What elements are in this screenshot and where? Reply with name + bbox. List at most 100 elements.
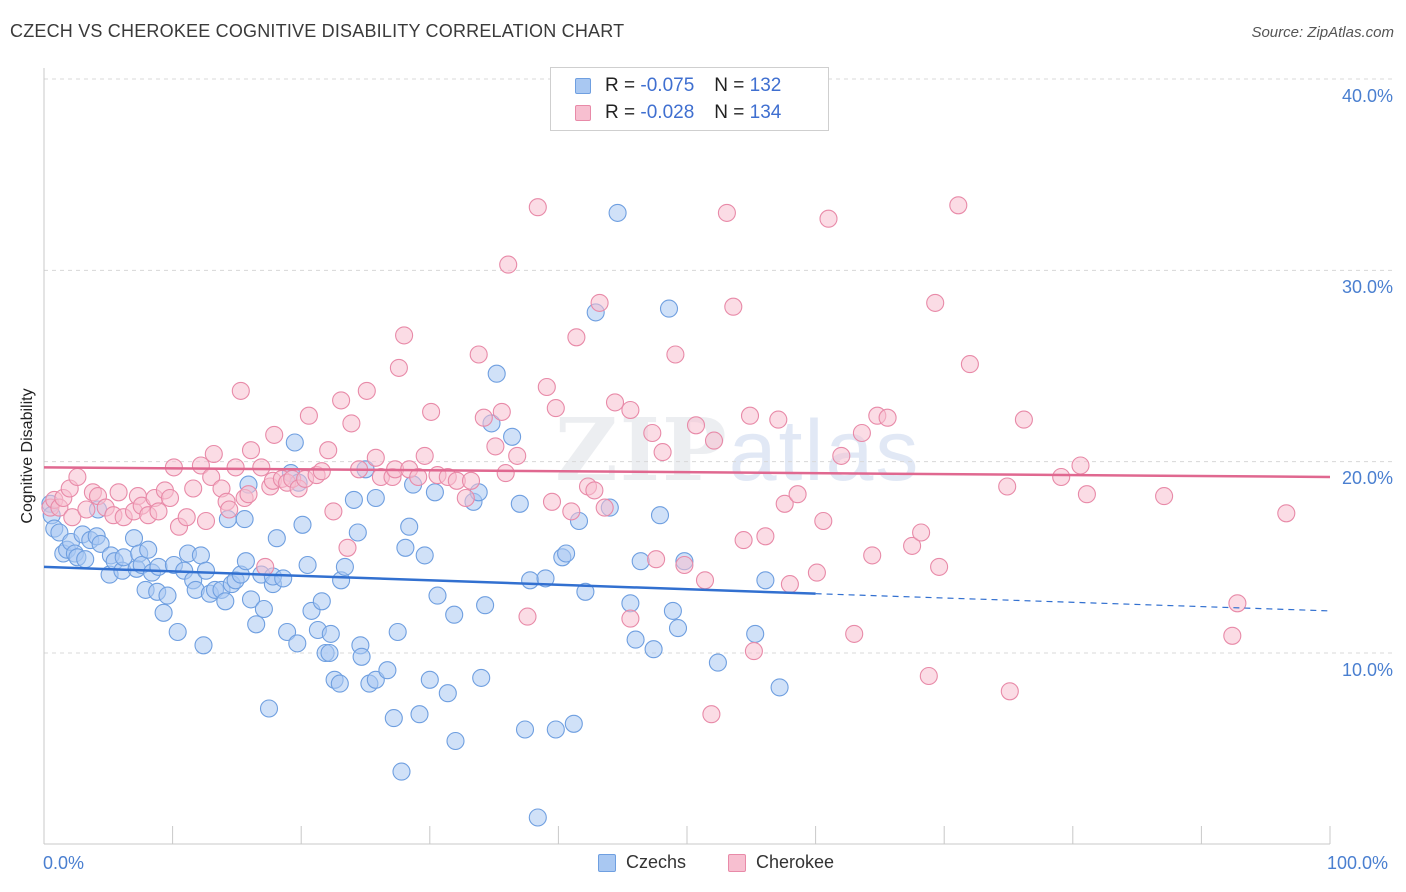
- cherokee-point: [621, 609, 640, 628]
- czechs-point: [576, 582, 595, 601]
- czechs-point: [415, 546, 434, 565]
- czechs-point: [428, 586, 447, 605]
- czechs-point: [384, 709, 403, 728]
- cherokee-point: [998, 477, 1017, 496]
- legend-n-label: N =: [714, 75, 745, 96]
- cherokee-point: [338, 538, 357, 557]
- legend-n-value: 134: [749, 102, 782, 123]
- cherokee-point: [1155, 487, 1174, 506]
- y-tick-label: 20.0%: [1341, 468, 1393, 488]
- czechs-point: [91, 534, 110, 553]
- czechs-point: [557, 544, 576, 563]
- czechs-point: [278, 622, 297, 642]
- czechs-point: [608, 203, 627, 222]
- cherokee-point: [734, 531, 753, 550]
- czechs-point: [621, 594, 640, 613]
- czechs-point: [631, 552, 650, 571]
- legend-r-label: R =: [605, 102, 636, 123]
- cherokee-point: [863, 546, 882, 565]
- czechs-point: [236, 552, 255, 571]
- czechs-point: [650, 506, 670, 525]
- cherokee-point: [724, 297, 743, 316]
- czechs-point: [274, 569, 293, 588]
- czechs-point: [528, 808, 547, 827]
- cherokee-point: [319, 441, 338, 460]
- cherokee-point: [149, 502, 168, 521]
- czechs-point: [644, 640, 663, 659]
- czechs-point: [348, 523, 367, 542]
- czechs-point: [259, 699, 279, 718]
- cherokee-point: [184, 479, 203, 498]
- y-tick-label: 10.0%: [1341, 660, 1393, 680]
- czechs-point: [668, 619, 688, 638]
- czechs-point: [487, 364, 506, 383]
- cherokee-point: [226, 458, 245, 477]
- czechs-point: [521, 571, 540, 590]
- legend-r-label: R =: [605, 75, 636, 96]
- cherokee-point: [109, 483, 128, 502]
- czechs-point: [235, 510, 254, 529]
- trend-lines: [43, 466, 1331, 612]
- czechs-point: [476, 596, 495, 615]
- cherokee-point: [499, 255, 518, 274]
- czechs-point: [396, 538, 415, 557]
- czechs-point: [425, 483, 444, 502]
- cherokee-point: [252, 458, 271, 477]
- cherokee-point: [324, 502, 343, 521]
- bottom-legend-cherokee[interactable]: Cherokee: [728, 852, 834, 873]
- cherokee-point: [845, 624, 864, 643]
- czechs-point: [546, 720, 565, 739]
- cherokee-point: [695, 571, 715, 590]
- cherokee-point: [605, 393, 625, 412]
- cherokee-point: [366, 448, 385, 467]
- czechs-point: [191, 546, 210, 565]
- cherokee-point: [643, 423, 662, 443]
- czechs-point: [335, 557, 354, 576]
- axes: [43, 68, 1331, 845]
- cherokee-point: [63, 508, 82, 527]
- cherokee-point: [486, 437, 505, 456]
- czechs-point: [154, 603, 173, 622]
- czechs-point: [410, 705, 429, 724]
- cherokee-point: [409, 467, 428, 487]
- cherokee-point: [395, 326, 414, 345]
- source-label: Source: ZipAtlas.com: [1251, 24, 1394, 41]
- czechs-point: [76, 550, 95, 569]
- legend-row-czechs: R = -0.075 N = 132: [575, 73, 781, 99]
- czechs-point: [503, 427, 522, 446]
- cherokee-point: [702, 705, 721, 724]
- cherokee-point: [926, 293, 945, 312]
- x-tick-label-min: 0.0%: [43, 853, 85, 873]
- czechs-point: [139, 540, 158, 559]
- cherokee-point: [775, 494, 794, 513]
- cherokee-point: [819, 209, 838, 228]
- cherokee-point: [653, 443, 672, 462]
- cherokee-point: [415, 446, 434, 465]
- cherokee-point: [807, 563, 826, 582]
- czechs-point: [564, 714, 583, 733]
- cherokee-point: [1223, 626, 1242, 645]
- czechs-point: [626, 630, 645, 649]
- czechs-point: [770, 678, 789, 697]
- czechs-point: [321, 624, 340, 643]
- czechs-point: [756, 571, 775, 590]
- cherokee-point: [469, 345, 488, 364]
- czechs-point: [149, 557, 168, 576]
- cherokee-point: [542, 492, 562, 511]
- cherokee-point: [299, 406, 318, 425]
- czechs-point: [247, 615, 266, 634]
- czechs-point: [320, 643, 339, 663]
- czechs-point: [352, 647, 371, 666]
- cherokee-point: [492, 402, 511, 421]
- cherokee-point: [474, 408, 493, 427]
- bottom-legend-czechs[interactable]: Czechs: [598, 852, 686, 873]
- cherokee-point: [590, 293, 609, 312]
- cherokee-point: [621, 400, 640, 420]
- cherokee-point: [422, 402, 441, 421]
- legend-row-cherokee: R = -0.028 N = 134: [575, 100, 781, 126]
- czechs-point: [392, 762, 411, 781]
- cherokee-point: [878, 408, 897, 427]
- cherokee-point: [814, 511, 833, 531]
- czechs-point: [446, 731, 465, 751]
- czechs-trend-extension: [815, 593, 1331, 612]
